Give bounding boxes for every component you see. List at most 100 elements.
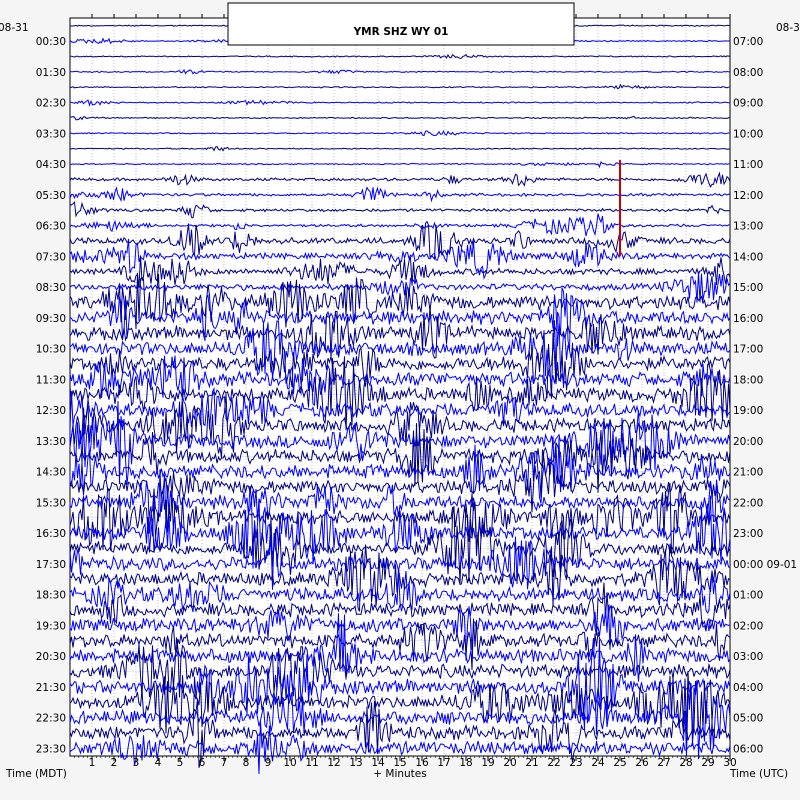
trace-row	[69, 394, 731, 459]
x-tick-label: 21	[525, 757, 538, 769]
trace-row	[69, 287, 731, 351]
trace-row	[69, 53, 731, 60]
trace-row	[69, 637, 731, 704]
time-label-utc: 08:00	[733, 67, 763, 79]
trace-row	[69, 637, 731, 735]
left-time-labels: 00:30 01:30 02:30 03:30 04:30 05:30 06:30 07:30…	[36, 36, 66, 755]
time-label-mdt: 06:30	[36, 221, 66, 233]
x-tick-label: 4	[155, 757, 162, 769]
x-tick-label: 11	[305, 757, 318, 769]
trace-row	[69, 570, 731, 614]
trace-row	[69, 543, 731, 612]
x-tick-label: 5	[177, 757, 184, 769]
time-label-mdt: 11:30	[36, 374, 66, 386]
trace-row	[69, 146, 731, 152]
trace-row	[69, 271, 731, 303]
time-label-utc: 01:00	[733, 590, 763, 602]
x-axis-ticks: 1 2 3 4 5 6 7 8 9 10 11 12 13 14 15 16 17 18 19 20 21 22 23 24 2…	[74, 14, 737, 769]
time-label-utc: 00:00 09-01	[733, 559, 797, 571]
time-label-utc: 23:00	[733, 528, 763, 540]
time-label-utc: 15:00	[733, 282, 763, 294]
time-label-utc: 17:00	[733, 344, 763, 356]
trace-row	[69, 129, 731, 137]
time-label-utc: 12:00	[733, 190, 763, 202]
time-label-utc: 09:00	[733, 98, 763, 110]
x-tick-label: 13	[349, 757, 362, 769]
time-label-mdt: 05:30	[36, 190, 66, 202]
x-tick-label: 3	[133, 757, 140, 769]
trace-row	[69, 720, 731, 774]
time-label-mdt: 12:30	[36, 405, 66, 417]
date-left: 08-31	[0, 22, 29, 34]
time-label-utc: 06:00	[733, 743, 763, 755]
x-tick-label: 2	[111, 757, 118, 769]
time-label-mdt: 23:30	[36, 743, 66, 755]
trace-row	[69, 604, 731, 661]
time-label-mdt: 21:30	[36, 682, 66, 694]
trace-row	[69, 99, 731, 107]
time-label-utc: 05:00	[733, 713, 763, 725]
trace-row	[69, 400, 731, 485]
time-label-utc: 02:00	[733, 620, 763, 632]
x-tick-label: 15	[393, 757, 406, 769]
trace-row	[69, 272, 731, 330]
x-tick-label: 23	[569, 757, 582, 769]
x-axis-label: + Minutes	[373, 768, 426, 780]
time-label-mdt: 00:30	[36, 36, 66, 48]
time-label-mdt: 14:30	[36, 467, 66, 479]
time-label-mdt: 20:30	[36, 651, 66, 663]
date-right: 08-31	[776, 22, 800, 34]
time-label-mdt: 01:30	[36, 67, 66, 79]
x-tick-label: 8	[243, 757, 250, 769]
time-label-utc: 22:00	[733, 497, 763, 509]
x-tick-label: 6	[199, 757, 206, 769]
trace-row	[69, 115, 731, 121]
trace-row	[69, 482, 731, 555]
chart-title: YMR SHZ WY 01	[353, 26, 449, 38]
time-label-mdt: 17:30	[36, 559, 66, 571]
trace-row	[69, 255, 731, 288]
time-label-utc: 07:00	[733, 36, 763, 48]
x-tick-label: 26	[635, 757, 649, 769]
trace-row	[69, 495, 731, 569]
trace-row	[69, 436, 731, 504]
x-tick-label: 10	[283, 757, 296, 769]
right-time-labels: 07:00 08:00 09:00 10:00 11:00 12:00 13:00 14:00…	[733, 36, 797, 755]
time-label-mdt: 02:30	[36, 98, 66, 110]
time-label-mdt: 03:30	[36, 128, 66, 140]
time-label-utc: 20:00	[733, 436, 763, 448]
time-label-mdt: 08:30	[36, 282, 66, 294]
trace-row	[69, 699, 731, 768]
time-label-mdt: 15:30	[36, 497, 66, 509]
x-tick-label: 22	[547, 757, 560, 769]
x-tick-label: 18	[459, 757, 472, 769]
time-label-utc: 21:00	[733, 467, 763, 479]
x-tick-label: 17	[437, 757, 450, 769]
time-label-utc: 13:00	[733, 221, 763, 233]
trace-row	[69, 449, 731, 513]
trace-row	[69, 533, 731, 590]
time-label-mdt: 04:30	[36, 159, 66, 171]
time-label-mdt: 16:30	[36, 528, 66, 540]
time-label-mdt: 18:30	[36, 590, 66, 602]
x-tick-label: 25	[613, 757, 626, 769]
time-label-mdt: 19:30	[36, 620, 66, 632]
trace-row	[69, 618, 731, 671]
x-tick-label: 7	[221, 757, 228, 769]
x-tick-label: 20	[503, 757, 516, 769]
time-label-utc: 03:00	[733, 651, 763, 663]
time-label-utc: 11:00	[733, 159, 763, 171]
x-tick-label: 1	[89, 757, 96, 769]
time-label-mdt: 07:30	[36, 251, 66, 263]
time-label-utc: 16:00	[733, 313, 763, 325]
y-axis-label-right: Time (UTC)	[729, 768, 788, 780]
x-tick-label: 29	[701, 757, 714, 769]
trace-row	[69, 356, 731, 431]
trace-row	[69, 679, 731, 760]
x-tick-label: 12	[327, 757, 340, 769]
time-label-utc: 19:00	[733, 405, 763, 417]
trace-row	[69, 423, 731, 493]
trace-row	[69, 332, 731, 399]
time-label-utc: 04:00	[733, 682, 763, 694]
